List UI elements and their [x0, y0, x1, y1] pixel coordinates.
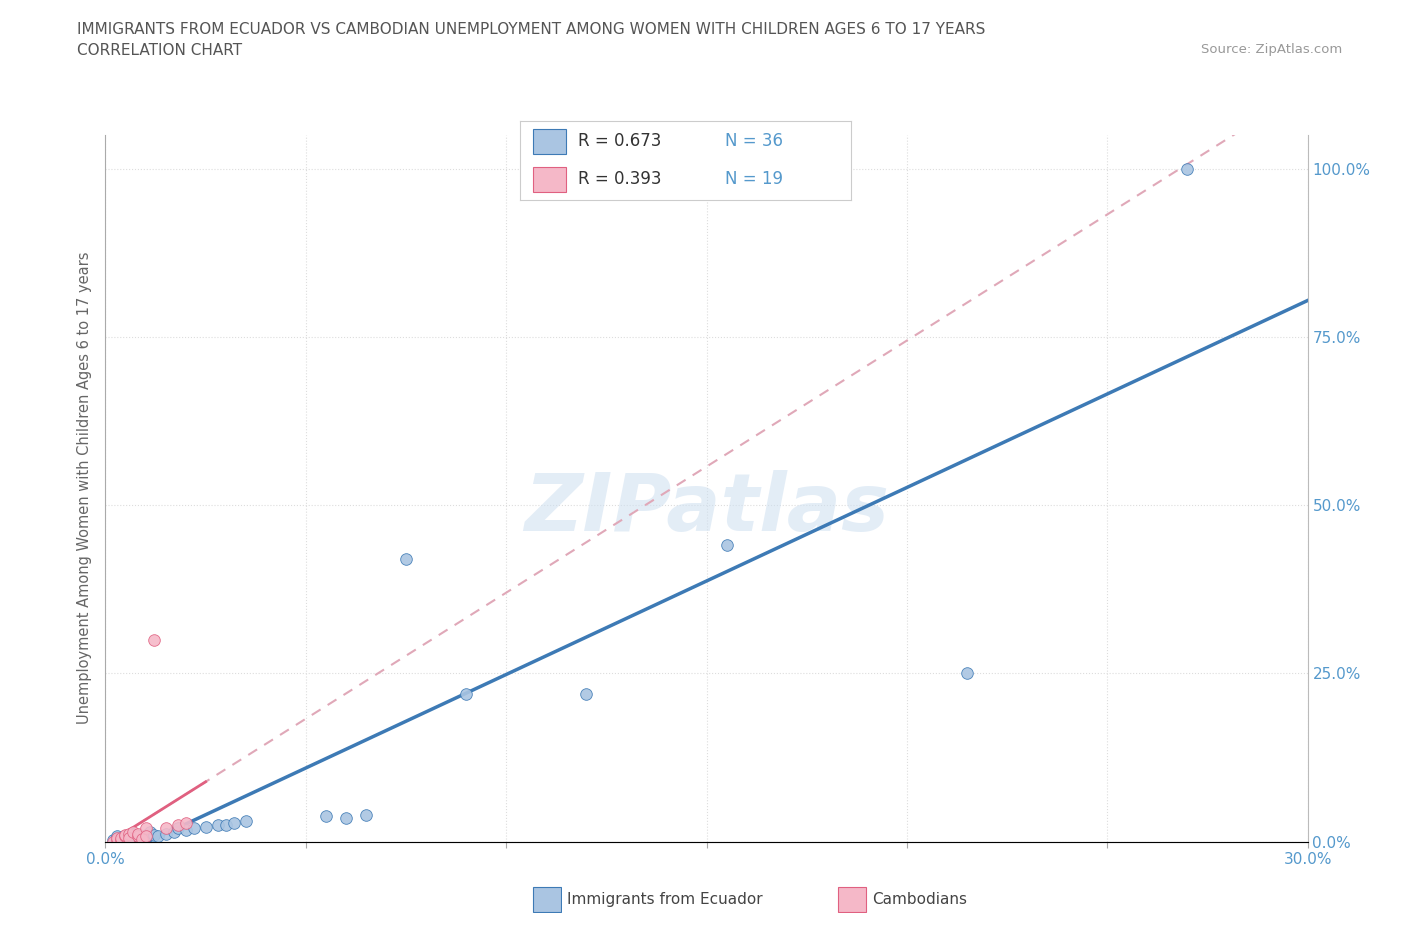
- Point: [1177, 161, 1199, 176]
- Text: N = 19: N = 19: [725, 169, 783, 188]
- Point: [110, 830, 132, 845]
- Y-axis label: Unemployment Among Women with Children Ages 6 to 17 years: Unemployment Among Women with Children A…: [77, 252, 93, 724]
- Point: [135, 821, 157, 836]
- Point: [110, 833, 132, 848]
- Point: [122, 824, 145, 839]
- Point: [142, 632, 165, 647]
- Point: [214, 817, 236, 832]
- Point: [127, 829, 149, 844]
- Point: [335, 811, 357, 826]
- Point: [122, 831, 145, 846]
- Point: [127, 829, 149, 844]
- Text: CORRELATION CHART: CORRELATION CHART: [77, 43, 242, 58]
- Text: Cambodians: Cambodians: [872, 892, 967, 907]
- FancyBboxPatch shape: [533, 128, 567, 154]
- Point: [131, 831, 153, 846]
- Point: [162, 824, 184, 839]
- Point: [235, 814, 257, 829]
- Text: ZIPatlas: ZIPatlas: [524, 471, 889, 549]
- Point: [110, 830, 132, 845]
- Point: [107, 830, 129, 845]
- Point: [142, 828, 165, 843]
- Point: [118, 830, 141, 845]
- Point: [454, 686, 477, 701]
- Point: [174, 822, 197, 837]
- Point: [716, 538, 738, 553]
- Point: [107, 832, 129, 847]
- Point: [146, 829, 169, 844]
- Point: [114, 828, 136, 843]
- Point: [155, 821, 177, 836]
- Point: [122, 826, 145, 841]
- Point: [131, 830, 153, 845]
- Text: Immigrants from Ecuador: Immigrants from Ecuador: [567, 892, 762, 907]
- Text: R = 0.393: R = 0.393: [578, 169, 662, 188]
- Text: N = 36: N = 36: [725, 132, 783, 151]
- Point: [135, 828, 157, 843]
- Point: [135, 829, 157, 844]
- Text: R = 0.673: R = 0.673: [578, 132, 661, 151]
- Point: [114, 829, 136, 844]
- Text: IMMIGRANTS FROM ECUADOR VS CAMBODIAN UNEMPLOYMENT AMONG WOMEN WITH CHILDREN AGES: IMMIGRANTS FROM ECUADOR VS CAMBODIAN UNE…: [77, 22, 986, 37]
- Point: [155, 826, 177, 841]
- Point: [222, 816, 245, 830]
- Point: [166, 817, 188, 832]
- Point: [166, 821, 188, 836]
- Point: [127, 826, 149, 841]
- Point: [194, 819, 217, 834]
- Point: [395, 551, 418, 566]
- Point: [103, 834, 125, 849]
- Text: Source: ZipAtlas.com: Source: ZipAtlas.com: [1202, 43, 1343, 56]
- Point: [110, 832, 132, 847]
- Point: [956, 666, 979, 681]
- Point: [138, 824, 160, 839]
- Point: [114, 829, 136, 844]
- Point: [118, 828, 141, 843]
- Point: [118, 826, 141, 841]
- Point: [207, 817, 229, 832]
- Point: [107, 829, 129, 844]
- Point: [354, 807, 377, 822]
- Point: [174, 816, 197, 830]
- FancyBboxPatch shape: [533, 166, 567, 193]
- Point: [107, 830, 129, 845]
- Point: [103, 833, 125, 848]
- Point: [315, 808, 337, 823]
- Point: [118, 830, 141, 845]
- Point: [114, 833, 136, 848]
- Point: [183, 821, 205, 836]
- Point: [575, 686, 598, 701]
